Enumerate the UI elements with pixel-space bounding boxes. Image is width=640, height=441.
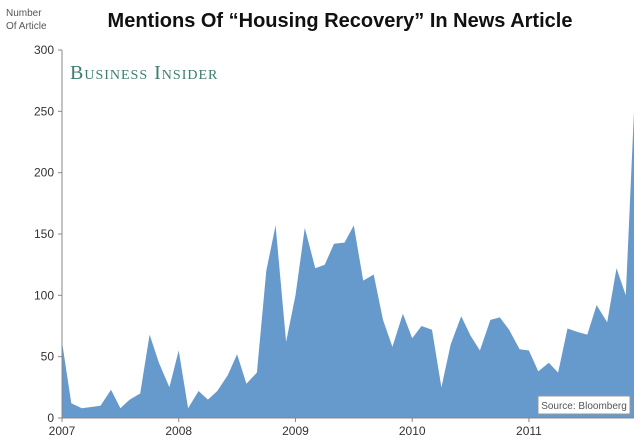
y-axis-label-line-2: Of Article [6,21,47,32]
plot-area: 0 50 100 150 200 250 300 2007 2008 2009 2010 2011 [34,43,634,438]
x-tick-label: 2007 [49,424,76,438]
y-axis-label-line-1: Number [6,8,42,19]
y-tick-label: 250 [34,104,54,118]
x-tick-label: 2011 [516,424,542,438]
x-tick-label: 2010 [399,424,426,438]
y-tick-label: 150 [34,227,54,241]
brand-watermark: Business Insider [70,62,218,84]
x-tick-label: 2009 [282,424,309,438]
y-tick-label: 200 [34,166,54,180]
x-tick-label: 2008 [165,424,192,438]
chart-title: Mentions Of “Housing Recovery” In News A… [108,10,573,32]
source-box: Source: Bloomberg [537,395,631,415]
source-note: Source: Bloomberg [541,401,627,412]
area-series-0 [62,111,634,419]
y-tick-label: 100 [34,288,54,302]
y-tick-label: 50 [41,350,55,364]
y-tick-label: 300 [34,43,54,57]
y-tick-label: 0 [47,411,54,425]
